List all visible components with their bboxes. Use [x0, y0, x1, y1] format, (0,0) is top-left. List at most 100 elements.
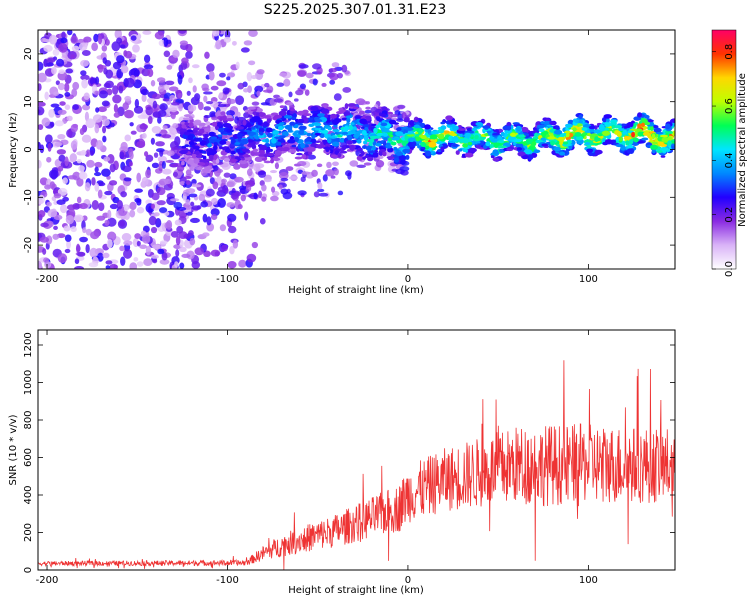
spectrogram-cell [38, 124, 44, 130]
spectrogram-cell [294, 156, 303, 160]
spectrogram-cell [425, 145, 430, 150]
spectrogram-x-tick-label: 0 [405, 274, 411, 285]
spectrogram-cell [242, 119, 247, 126]
spectrogram-cell [349, 160, 359, 167]
spectrogram-cell [178, 102, 183, 112]
spectrogram-y-tick-label: 0 [23, 146, 34, 152]
spectrogram-cell [397, 104, 406, 109]
spectrogram-cell [129, 262, 138, 269]
spectrogram-cell [169, 94, 176, 101]
spectrogram-cell [430, 139, 435, 142]
spectrogram-cell [97, 252, 104, 262]
spectrogram-cell [155, 133, 162, 137]
spectrogram-cell [64, 234, 72, 242]
spectrogram-cell [492, 149, 499, 156]
spectrogram-cell [301, 171, 311, 175]
spectrogram-cell [223, 172, 231, 178]
spectrogram-cell [218, 136, 222, 141]
spectrogram-cell [38, 61, 44, 71]
spectrogram-cell [420, 142, 427, 147]
spectrogram-cell [515, 143, 524, 149]
spectrogram-cell [375, 142, 382, 147]
spectrogram-cell [210, 96, 218, 103]
spectrogram-cell [396, 127, 402, 132]
spectrogram-cell [48, 34, 58, 45]
spectrogram-cell [490, 155, 495, 159]
spectrogram-cell [667, 140, 672, 146]
spectrogram-cell [492, 157, 500, 161]
spectrogram-cell [144, 151, 149, 157]
spectrogram-cell [182, 117, 191, 121]
snr-y-tick-label: 0 [23, 567, 34, 573]
spectrogram-cell [547, 136, 556, 140]
spectrogram-cell [67, 175, 78, 180]
spectrogram-cell [109, 203, 119, 210]
spectrogram-cell [649, 123, 654, 127]
spectrogram-cell [279, 105, 285, 109]
spectrogram-cell [330, 175, 336, 179]
spectrogram-cell [245, 184, 252, 192]
spectrogram-cell [203, 95, 208, 103]
spectrogram-cell [627, 145, 634, 149]
spectrogram-cell [352, 106, 359, 110]
spectrogram-cell [618, 136, 624, 142]
spectrogram-cell [179, 40, 188, 46]
spectrogram-cell [92, 114, 103, 123]
spectrogram-cell [667, 136, 672, 142]
spectrogram-cell [500, 131, 505, 137]
spectrogram-cell [202, 232, 210, 237]
spectrogram-cell [240, 138, 249, 145]
spectrogram-cell [223, 157, 230, 162]
snr-background [38, 330, 675, 570]
spectrogram-cell [257, 170, 267, 175]
spectrogram-cell [642, 130, 651, 133]
spectrogram-cell [175, 249, 180, 257]
spectrogram-cell [213, 141, 218, 146]
spectrogram-cell [593, 129, 602, 134]
spectrogram-cell [578, 114, 583, 120]
spectrogram-cell [313, 191, 320, 198]
spectrogram-cell [97, 64, 104, 73]
spectrogram-cell [375, 124, 381, 129]
spectrogram-cell [440, 125, 447, 130]
spectrogram-cell [237, 203, 243, 210]
spectrogram-cell [324, 113, 328, 119]
spectrogram-cell [280, 137, 285, 144]
colorbar-ticks: 0.0 0.2 0.4 0.6 0.8 [712, 44, 735, 277]
spectrogram-cell [210, 85, 219, 91]
spectrogram-cell [366, 145, 372, 152]
snr-y-tick-label: 400 [23, 485, 34, 504]
spectrogram-cell [369, 135, 377, 140]
spectrogram-cell [398, 155, 407, 161]
spectrogram-cell [46, 156, 52, 163]
spectrogram-cell [136, 206, 145, 214]
spectrogram-cells [38, 30, 675, 269]
spectrogram-cell [368, 138, 375, 143]
spectrogram-cell [219, 72, 226, 78]
spectrogram-cell [594, 149, 603, 155]
spectrogram-cell [156, 77, 166, 83]
spectrogram-cell [405, 127, 414, 131]
spectrogram-cell [527, 154, 534, 160]
spectrogram-cell [549, 121, 556, 125]
spectrogram-cell [105, 265, 111, 269]
spectrogram-cell [283, 115, 293, 119]
spectrogram-cell [356, 155, 364, 161]
spectrogram-cell [513, 138, 522, 143]
spectrogram-cell [208, 131, 215, 137]
spectrogram-cell [136, 141, 146, 149]
spectrogram-cell [664, 123, 671, 130]
spectrogram-cell [450, 133, 457, 137]
spectrogram-cell [649, 125, 654, 132]
spectrogram-cell [650, 144, 658, 150]
colorbar-gradient [711, 29, 737, 270]
spectrogram-cell [159, 240, 168, 245]
spectrogram-cell [466, 128, 472, 132]
spectrogram-cell [76, 196, 82, 204]
spectrogram-cell [266, 132, 273, 138]
spectrogram-cell [462, 149, 469, 153]
spectrogram-cell [141, 234, 151, 244]
spectrogram-cell [84, 111, 90, 122]
colorbar-tick-label: 0.6 [724, 98, 735, 114]
spectrogram-cell [310, 106, 319, 112]
